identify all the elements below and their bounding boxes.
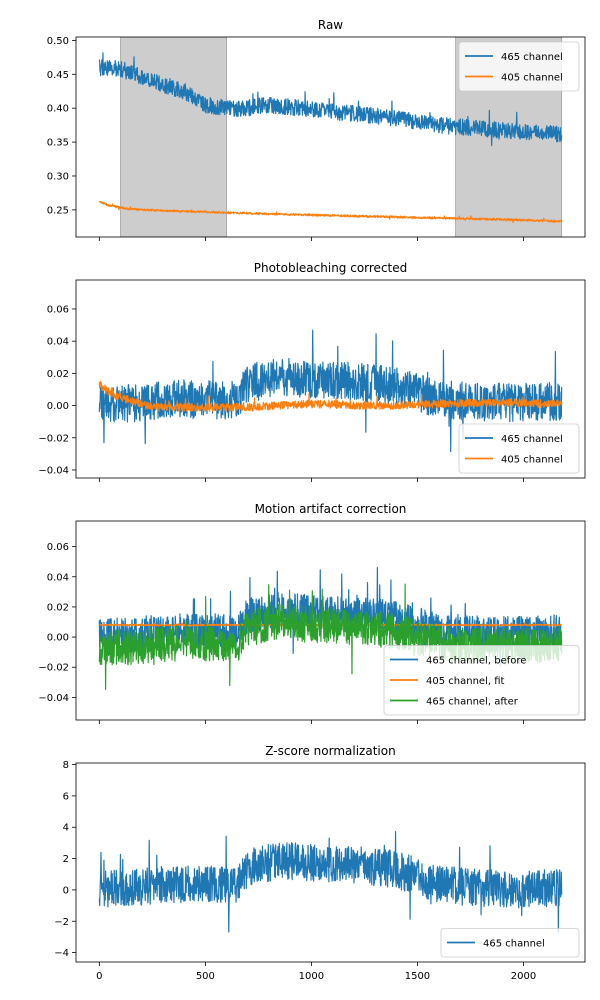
legend-box — [458, 41, 580, 92]
legend: 465 channel 405 channel — [458, 41, 580, 92]
y-tick-label: 0.04 — [47, 337, 69, 348]
plot-area — [98, 329, 563, 453]
legend-box — [440, 928, 580, 958]
y-tick-label: 0.40 — [47, 104, 69, 115]
x-tick-label: 1000 — [299, 971, 324, 982]
series-line-405-channel — [98, 380, 563, 412]
legend: 465 channel, before 405 channel, fit 465 c… — [383, 645, 580, 716]
y-tick-label: 0.02 — [47, 369, 69, 380]
y-tick-label: −0.04 — [38, 693, 69, 704]
legend-label: 405 channel, fit — [426, 676, 504, 687]
y-tick-label: −0.02 — [38, 433, 69, 444]
axes-frame — [75, 762, 586, 963]
x-tick-label: 2000 — [511, 971, 536, 982]
x-tick-label: 500 — [196, 971, 215, 982]
panel-title: Photobleaching corrected — [254, 261, 408, 275]
y-tick-label: 0.25 — [47, 205, 69, 216]
legend: 465 channel 405 channel — [458, 423, 580, 474]
y-tick-label: 0.06 — [47, 304, 69, 315]
panel-title: Z-score normalization — [265, 744, 395, 758]
legend-label: 465 channel, after — [426, 697, 519, 708]
y-tick-label: −0.04 — [38, 465, 69, 476]
legend-box — [383, 645, 580, 716]
y-tick-label: 8 — [63, 760, 69, 771]
legend-label: 465 channel, before — [426, 656, 526, 667]
y-tick-label: 0.06 — [47, 542, 69, 553]
y-tick-label: 0.45 — [47, 70, 69, 81]
legend: 465 channel — [440, 928, 580, 958]
legend-label: 465 channel — [501, 52, 563, 63]
series-line-465-channel — [98, 830, 563, 934]
y-tick-label: 4 — [63, 823, 69, 834]
y-tick-label: 0.35 — [47, 138, 69, 149]
axes-frame — [75, 520, 586, 721]
y-tick-label: −4 — [54, 948, 69, 959]
y-tick-label: 2 — [63, 854, 69, 865]
plot-area — [98, 37, 563, 237]
legend-box — [458, 423, 580, 474]
panel-title: Motion artifact correction — [255, 502, 407, 516]
panel-title: Raw — [318, 18, 343, 32]
series-line-465-channel — [98, 52, 563, 147]
shaded-region-1 — [120, 37, 227, 237]
y-tick-label: 0.00 — [47, 633, 69, 644]
y-tick-label: 0.50 — [47, 36, 69, 47]
plot-area — [98, 830, 563, 934]
panel-4: Z-score normalization −4 −2 0 2 4 6 8 0 500 1000 15… — [54, 744, 586, 982]
y-tick-label: 0.30 — [47, 171, 69, 182]
y-tick-label: −2 — [54, 917, 69, 928]
legend-label: 465 channel — [483, 939, 545, 950]
legend-label: 405 channel — [501, 455, 563, 466]
axes-frame — [75, 36, 586, 238]
panel-1: Raw 0.25 0.30 0.35 0.40 0.45 0.50 465 channel 40… — [47, 18, 586, 241]
series-line-405-channel — [98, 200, 563, 224]
y-tick-label: 0.00 — [47, 401, 69, 412]
x-tick-label: 1500 — [405, 971, 430, 982]
panel-3: Motion artifact correction −0.04 −0.02 0.00… — [38, 502, 586, 724]
y-tick-label: 0 — [63, 885, 69, 896]
x-tick-label: 0 — [96, 971, 102, 982]
y-tick-label: 0.02 — [47, 602, 69, 613]
legend-label: 465 channel — [501, 434, 563, 445]
y-tick-label: 0.04 — [47, 572, 69, 583]
y-tick-label: −0.02 — [38, 663, 69, 674]
axes-frame — [75, 279, 586, 479]
y-tick-label: 6 — [63, 791, 69, 802]
legend-label: 405 channel — [501, 73, 563, 84]
panel-2: Photobleaching corrected −0.04 −0.02 0.00 0.… — [38, 261, 586, 482]
